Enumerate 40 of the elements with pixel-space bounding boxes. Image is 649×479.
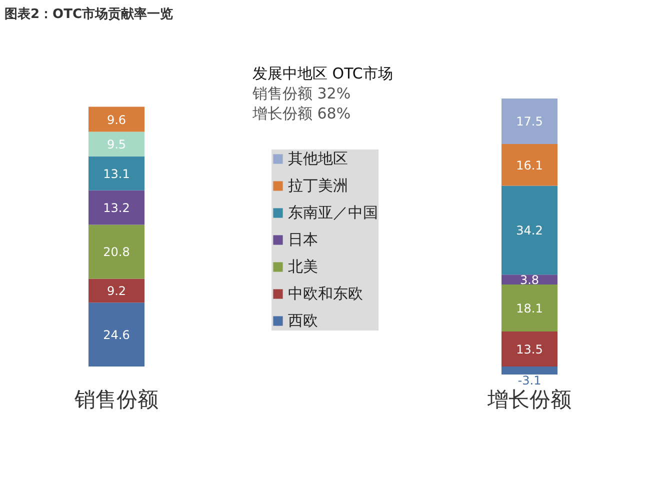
legend-label: 西欧 xyxy=(288,311,318,330)
data-label: 13.5 xyxy=(516,342,543,356)
legend-label: 拉丁美洲 xyxy=(288,176,348,195)
data-label: 20.8 xyxy=(103,245,130,260)
bar xyxy=(502,366,558,375)
data-label: 24.6 xyxy=(103,328,130,342)
data-label: 17.5 xyxy=(516,114,543,129)
data-label: 34.2 xyxy=(516,224,543,238)
bar xyxy=(88,106,144,132)
bar xyxy=(502,98,558,144)
legend-label: 其他地区 xyxy=(288,149,348,168)
legend-label: 北美 xyxy=(288,257,318,276)
bar xyxy=(502,284,558,332)
data-label: -3.1 xyxy=(518,374,542,388)
bar xyxy=(502,144,558,186)
data-label: 9.6 xyxy=(106,112,126,127)
legend-label: 日本 xyxy=(288,230,318,249)
bar xyxy=(88,156,144,190)
data-label: 16.1 xyxy=(516,158,543,172)
data-label: 18.1 xyxy=(516,301,543,316)
data-label: 13.1 xyxy=(103,166,130,181)
bar xyxy=(502,331,558,366)
x-tick-label: 增长份额 xyxy=(486,388,572,412)
bar xyxy=(88,132,144,156)
bar xyxy=(88,190,144,225)
annotation: 增长份额 68% xyxy=(252,104,351,122)
data-label: 13.2 xyxy=(103,201,130,216)
legend-label: 中欧和东欧 xyxy=(288,284,363,303)
bar xyxy=(88,302,144,366)
data-label: 9.2 xyxy=(106,284,126,298)
text: 销售份额 32% xyxy=(252,84,351,102)
text: 发展中地区 OTC市场 xyxy=(252,64,393,82)
data-label: 9.5 xyxy=(106,138,126,152)
data-label: 3.8 xyxy=(520,273,540,288)
chart-title: 图表2：OTC市场贡献率一览 xyxy=(4,6,174,22)
bar xyxy=(88,278,144,303)
x-tick-label: 销售份额 xyxy=(74,388,158,412)
legend-label: 东南亚／中国 xyxy=(288,203,378,222)
bar xyxy=(502,186,558,275)
bar xyxy=(88,224,144,279)
